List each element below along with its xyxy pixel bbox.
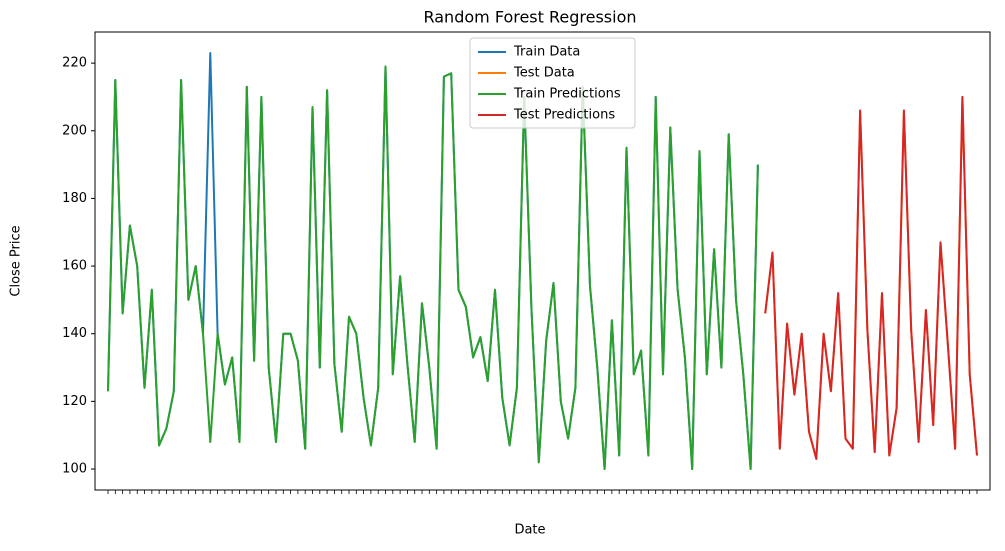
- y-tick-label: 160: [62, 259, 87, 274]
- legend-label: Test Data: [513, 66, 575, 81]
- y-tick-label: 140: [62, 326, 87, 341]
- legend-label: Train Data: [513, 45, 580, 60]
- legend-box: [469, 37, 636, 129]
- y-tick-label: 120: [62, 394, 87, 409]
- y-tick-label: 200: [62, 123, 87, 138]
- y-tick-label: 180: [62, 191, 87, 206]
- plot-frame: [94, 31, 991, 491]
- chart-title: Random Forest Regression: [423, 8, 636, 27]
- y-tick-label: 220: [62, 56, 87, 71]
- x-axis-label: Date: [514, 523, 545, 538]
- y-axis-label: Close Price: [9, 225, 24, 296]
- y-tick-label: 100: [62, 462, 87, 477]
- legend-label: Train Predictions: [513, 87, 621, 102]
- series-line: [107, 65, 759, 470]
- series-line: [764, 95, 978, 460]
- legend-label: Test Predictions: [513, 108, 615, 123]
